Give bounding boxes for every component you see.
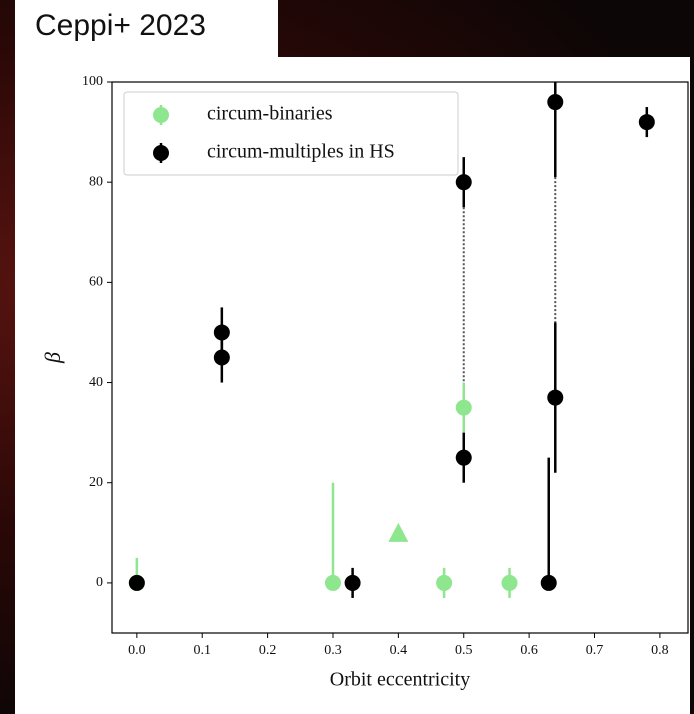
point [502, 575, 518, 591]
legend-marker [153, 145, 169, 161]
y-tick-label: 20 [89, 475, 103, 490]
x-axis-label: Orbit eccentricity [330, 669, 471, 691]
page: {"chart_data": {"type": "scatter", "labe… [0, 0, 694, 714]
x-tick-label: 0.4 [390, 643, 408, 658]
point [129, 575, 145, 591]
y-tick-label: 40 [89, 375, 103, 390]
x-tick-label: 0.6 [520, 643, 538, 658]
point [547, 94, 563, 110]
y-tick-label: 0 [96, 575, 103, 590]
point [541, 575, 557, 591]
triangle-marker [388, 523, 408, 542]
chart: 0 20 40 60 80 100 0.0 0.1 0.2 0.3 0.4 0.5 0.6 0.7 0.8 O… [15, 57, 690, 714]
y-axis-label: β [40, 352, 65, 364]
chart-panel: 0 20 40 60 80 100 0.0 0.1 0.2 0.3 0.4 0.5 0.6 0.7 0.8 O… [15, 57, 690, 714]
x-tick-label: 0.1 [193, 643, 211, 658]
x-tick-label: 0.5 [455, 643, 473, 658]
legend-label: circum-multiples in HS [207, 141, 395, 163]
source-label: Ceppi+ 2023 [15, 0, 278, 57]
legend-marker [153, 107, 169, 123]
point [547, 390, 563, 406]
x-tick-label: 0.0 [128, 643, 146, 658]
legend-label: circum-binaries [207, 103, 333, 125]
point [456, 400, 472, 416]
point [345, 575, 361, 591]
point [214, 324, 230, 340]
point [456, 174, 472, 190]
point [214, 350, 230, 366]
y-tick-label: 80 [89, 174, 103, 189]
point [639, 114, 655, 130]
point [456, 450, 472, 466]
point [325, 575, 341, 591]
x-tick-label: 0.2 [259, 643, 277, 658]
y-tick-label: 60 [89, 275, 103, 290]
x-tick-label: 0.7 [586, 643, 604, 658]
x-tick-label: 0.3 [324, 643, 342, 658]
x-tick-label: 0.8 [651, 643, 669, 658]
point [436, 575, 452, 591]
y-tick-label: 100 [82, 74, 103, 89]
